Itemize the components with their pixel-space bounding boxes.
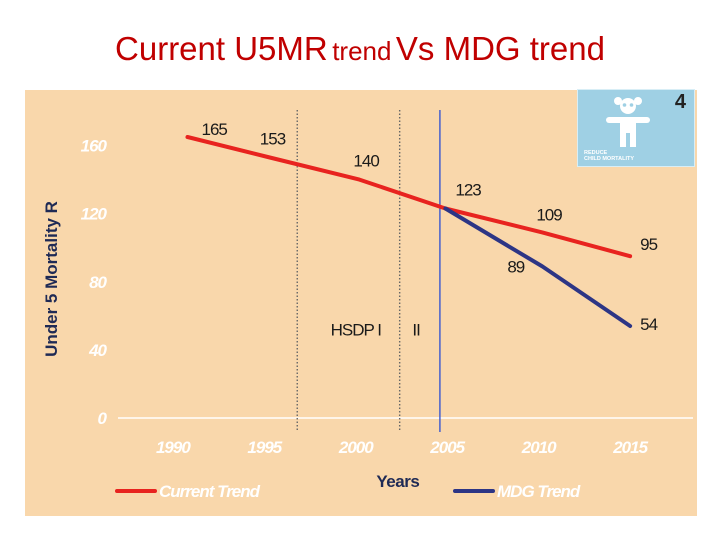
child-figure-icon [606,97,650,147]
title-part-3: Vs MDG trend [395,30,605,67]
x-tick-label: 2015 [612,438,648,457]
data-label: 109 [536,205,562,224]
goal-number: 4 [674,91,686,113]
y-tick-label: 0 [98,409,108,428]
legend-label: MDG Trend [497,482,581,501]
title-part-1: Current U5MR [115,30,328,67]
series-line-mdg-trend [443,206,633,328]
y-tick-label: 160 [81,137,108,156]
legend-label: Current Trend [159,482,261,501]
x-tick-label: 2010 [521,438,557,457]
x-tick-label: 1995 [247,438,282,457]
y-tick-label: 120 [81,205,108,224]
data-label: 165 [202,120,228,139]
slide-title: Current U5MR trend Vs MDG trend [0,30,720,68]
y-tick-label: 80 [89,273,107,292]
data-label: 95 [640,235,657,254]
annotation-label: II [412,320,420,339]
data-label: 54 [640,315,657,334]
y-tick-label: 40 [88,341,107,360]
y-axis-title: Under 5 Mortality R [42,201,61,357]
series-line-current-trend [185,135,633,259]
goal-caption: REDUCE CHILD MORTALITY [584,150,635,162]
line-chart: 0 40 80 120 160 1990 1995 2000 2005 2010 2015 Under… [42,110,693,501]
x-tick-label: 1990 [156,438,191,457]
data-label: 123 [455,181,481,200]
mdg-goal-badge: 4 REDUCE CHILD MORTALITY [577,89,695,167]
data-label: 89 [507,257,524,276]
x-axis-title: Years [376,472,419,491]
x-tick-label: 2005 [429,438,465,457]
data-label: 153 [260,129,286,148]
annotation-label: HSDP I [331,320,382,339]
title-part-2: trend [332,36,392,66]
x-tick-label: 2000 [338,438,374,457]
data-label: 140 [353,152,379,171]
